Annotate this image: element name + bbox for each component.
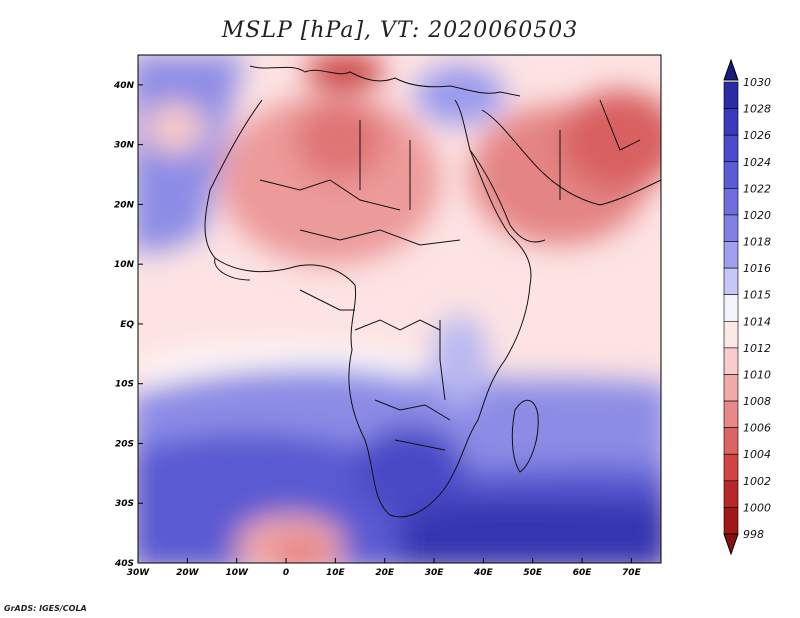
colorbar-level-label: 1000 bbox=[743, 501, 771, 514]
colorbar-bin bbox=[723, 188, 739, 216]
colorbar-bin bbox=[723, 241, 739, 269]
colorbar-level-label: 1008 bbox=[743, 395, 771, 408]
colorbar-level-label: 1012 bbox=[743, 342, 771, 355]
lon-tick-label: 10W bbox=[225, 568, 249, 578]
lon-axis: 30W 20W 10W 0 10E 20E 30E 40E 50E 60E 70E bbox=[127, 558, 642, 578]
lat-tick-label: 40S bbox=[114, 559, 134, 569]
colorbar-level-label: 1026 bbox=[743, 129, 771, 142]
colorbar-level-label: 1016 bbox=[743, 262, 771, 275]
lat-tick-label: 10S bbox=[115, 380, 134, 390]
lat-tick-label: 20N bbox=[114, 200, 135, 210]
colorbar-level-label: 1020 bbox=[743, 209, 771, 222]
colorbar-bottom-arrow bbox=[723, 533, 739, 556]
colorbar-bin bbox=[723, 267, 739, 296]
colorbar-bin bbox=[723, 347, 739, 375]
lat-tick-label: 30N bbox=[114, 141, 135, 151]
colorbar-level-label: 1015 bbox=[743, 289, 771, 302]
colorbar-bin bbox=[723, 161, 739, 189]
colorbar-bin bbox=[723, 507, 739, 535]
colorbar-bin bbox=[723, 320, 739, 349]
colorbar-bin bbox=[723, 453, 739, 482]
colorbar-bin bbox=[723, 81, 739, 109]
colorbar-level-label: 1002 bbox=[743, 475, 771, 488]
colorbar-bin bbox=[723, 214, 739, 242]
colorbar-bin bbox=[723, 294, 739, 322]
lon-tick-label: 10E bbox=[326, 568, 346, 578]
colorbar-bin bbox=[723, 374, 739, 402]
colorbar-level-label: 1022 bbox=[743, 182, 771, 195]
coastlines bbox=[204, 65, 661, 518]
colorbar-level-label: 1018 bbox=[743, 236, 771, 249]
lon-tick-label: 20E bbox=[375, 568, 395, 578]
colorbar-level-label: 1028 bbox=[743, 103, 771, 116]
lon-tick-label: 70E bbox=[622, 568, 642, 578]
pressure-field bbox=[138, 55, 661, 563]
lat-axis: 40N 30N 20N 10N EQ 10S 20S 30S 40S bbox=[113, 81, 143, 569]
plot-frame bbox=[137, 54, 662, 564]
colorbar-level-label: 1006 bbox=[743, 422, 771, 435]
colorbar-level-label: 1024 bbox=[743, 156, 771, 169]
lon-tick-label: 0 bbox=[283, 568, 289, 578]
lon-tick-label: 20W bbox=[176, 568, 200, 578]
colorbar-top-arrow bbox=[723, 58, 739, 81]
colorbar-bin bbox=[723, 480, 739, 508]
lat-tick-label: 30S bbox=[115, 499, 134, 509]
colorbar-bin bbox=[723, 400, 739, 428]
lat-tick-label: 40N bbox=[113, 81, 135, 91]
credit-text: GrADS: IGES/COLA bbox=[4, 604, 87, 613]
lat-tick-label: 20S bbox=[115, 439, 134, 449]
lon-tick-label: 30W bbox=[127, 568, 151, 578]
lon-tick-label: 40E bbox=[473, 568, 494, 578]
colorbar-bin bbox=[723, 134, 739, 163]
colorbar-level-label: 1030 bbox=[743, 76, 771, 89]
colorbar-bin bbox=[723, 427, 739, 455]
lon-tick-label: 30E bbox=[425, 568, 445, 578]
colorbar-bin bbox=[723, 108, 739, 136]
lon-tick-label: 50E bbox=[523, 568, 543, 578]
figure-title: MSLP [hPa], VT: 2020060503 bbox=[221, 18, 579, 43]
lon-tick-label: 60E bbox=[573, 568, 593, 578]
lat-tick-label: EQ bbox=[120, 320, 134, 330]
colorbar-level-label: 1004 bbox=[743, 448, 771, 461]
colorbar-level-label: 998 bbox=[743, 528, 764, 541]
colorbar-level-label: 1014 bbox=[743, 315, 771, 328]
colorbar: 1030 1028 1026 1024 1022 1020 1018 1016 1015 1014… bbox=[723, 58, 771, 556]
lat-tick-label: 10N bbox=[114, 260, 135, 270]
colorbar-level-label: 1010 bbox=[743, 368, 771, 381]
